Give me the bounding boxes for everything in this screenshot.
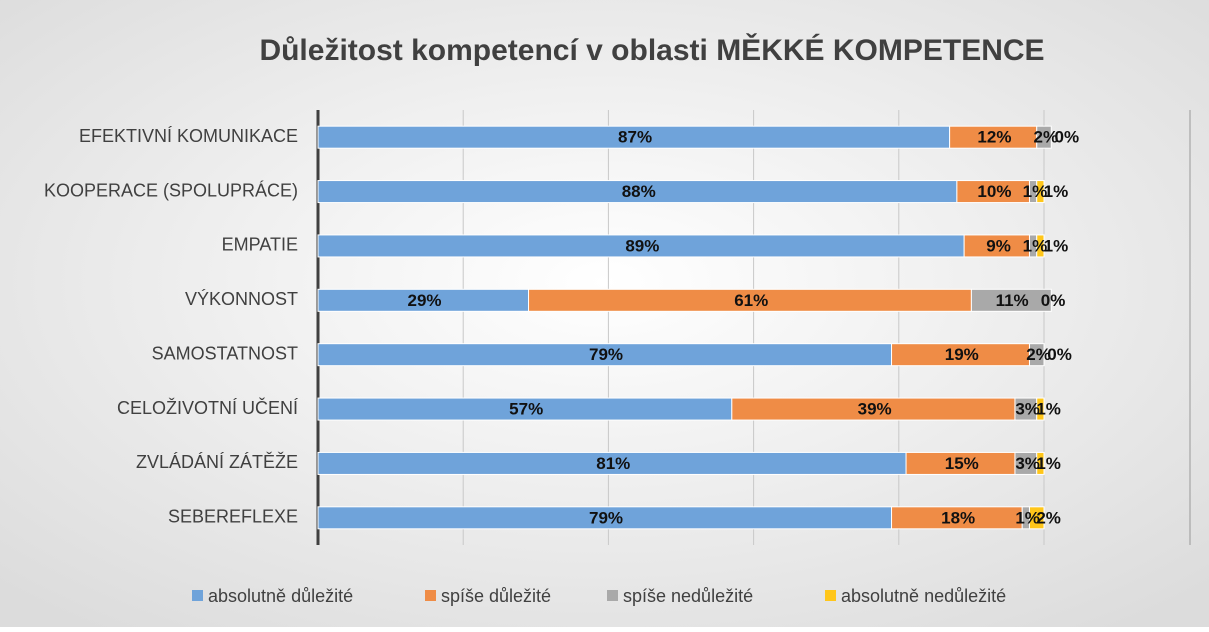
data-label: 10% bbox=[977, 182, 1011, 201]
data-label: 15% bbox=[945, 454, 979, 473]
y-tick-label: EMPATIE bbox=[222, 235, 298, 255]
data-label: 88% bbox=[622, 182, 656, 201]
data-label: 0% bbox=[1047, 345, 1072, 364]
bar-segment bbox=[970, 288, 1052, 312]
data-label: 2% bbox=[1026, 345, 1051, 364]
bar-segment bbox=[1028, 343, 1045, 367]
y-tick-label: VÝKONNOST bbox=[185, 289, 298, 309]
legend-label: spíše důležité bbox=[441, 586, 551, 606]
data-label: 81% bbox=[596, 454, 630, 473]
bar-segment bbox=[1028, 506, 1045, 530]
data-label: 79% bbox=[589, 345, 623, 364]
data-label: 1% bbox=[1044, 182, 1069, 201]
data-label: 1% bbox=[1015, 508, 1040, 527]
legend-swatch bbox=[825, 590, 836, 601]
legend-swatch bbox=[607, 590, 618, 601]
bar-segment bbox=[1036, 125, 1052, 149]
data-label: 0% bbox=[1041, 291, 1066, 310]
y-tick-label: EFEKTIVNÍ KOMUNIKACE bbox=[79, 126, 298, 146]
data-label: 1% bbox=[1044, 236, 1069, 255]
bar-segment bbox=[1036, 451, 1045, 475]
data-label: 3% bbox=[1015, 454, 1040, 473]
data-label: 1% bbox=[1023, 182, 1048, 201]
legend-label: absolutně důležité bbox=[208, 586, 353, 606]
bar-segment bbox=[1036, 397, 1045, 421]
data-label: 79% bbox=[589, 508, 623, 527]
legend-label: spíše nedůležité bbox=[623, 586, 753, 606]
data-label: 1% bbox=[1036, 454, 1061, 473]
legend-label: absolutně nedůležité bbox=[841, 586, 1006, 606]
data-label: 19% bbox=[945, 345, 979, 364]
data-label: 0% bbox=[1055, 128, 1080, 147]
data-label: 1% bbox=[1036, 400, 1061, 419]
data-label: 57% bbox=[509, 400, 543, 419]
bar-segment bbox=[1036, 234, 1045, 258]
data-label: 18% bbox=[941, 508, 975, 527]
bar-segment bbox=[1036, 180, 1045, 204]
data-label: 3% bbox=[1015, 400, 1040, 419]
y-tick-label: CELOŽIVOTNÍ UČENÍ bbox=[117, 397, 298, 418]
data-label: 29% bbox=[408, 291, 442, 310]
y-tick-label: ZVLÁDÁNÍ ZÁTĚŽE bbox=[136, 452, 298, 472]
data-label: 1% bbox=[1023, 236, 1048, 255]
data-label: 12% bbox=[977, 128, 1011, 147]
y-tick-label: SAMOSTATNOST bbox=[152, 343, 298, 363]
data-label: 89% bbox=[625, 236, 659, 255]
legend-swatch bbox=[192, 590, 203, 601]
data-label: 11% bbox=[996, 291, 1029, 310]
y-tick-label: KOOPERACE (SPOLUPRÁCE) bbox=[44, 180, 298, 200]
data-label: 87% bbox=[618, 128, 652, 147]
y-tick-label: SEBEREFLEXE bbox=[168, 507, 298, 527]
data-label: 39% bbox=[858, 400, 892, 419]
chart-title: Důležitost kompetencí v oblasti MĚKKÉ KO… bbox=[259, 33, 1044, 67]
legend-swatch bbox=[425, 590, 436, 601]
data-label: 61% bbox=[734, 291, 768, 310]
data-label: 9% bbox=[986, 236, 1011, 255]
data-label: 2% bbox=[1034, 128, 1059, 147]
data-label: 2% bbox=[1036, 508, 1061, 527]
